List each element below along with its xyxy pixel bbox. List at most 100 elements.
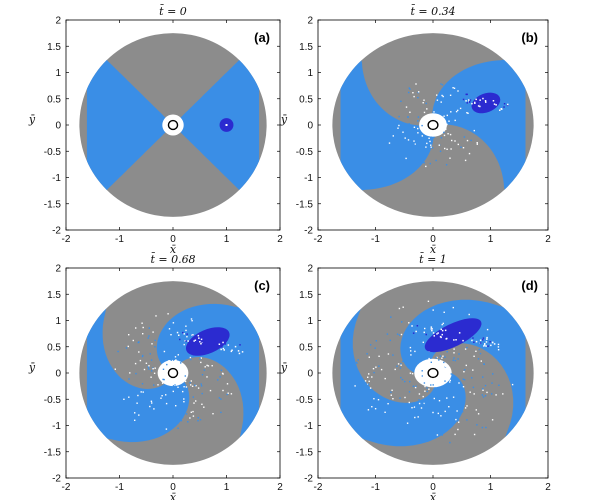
tracer-point bbox=[487, 345, 489, 347]
panel-d: -2 -1 0 1 2 2 1.5 1 0.5 0 -0.5 -1 -1.5 -2 t̄ = 1 x̄ ȳ (d) bbox=[280, 253, 551, 500]
mixing-point bbox=[143, 403, 145, 406]
x-axis-label: x̄ bbox=[170, 491, 177, 500]
mixing-point bbox=[481, 426, 484, 429]
mixing-point bbox=[161, 352, 163, 354]
tracer-point bbox=[218, 343, 221, 345]
mixing-point bbox=[142, 391, 144, 393]
mixing-point bbox=[211, 365, 213, 367]
x-axis-label: x̄ bbox=[170, 243, 177, 256]
panel-letter: (c) bbox=[254, 278, 270, 293]
mixing-point bbox=[430, 361, 432, 363]
y-tick-label: 2 bbox=[55, 264, 61, 275]
tracer-point bbox=[187, 340, 189, 342]
mixing-point bbox=[189, 417, 191, 419]
inner-hole bbox=[157, 359, 189, 387]
mixing-point bbox=[466, 419, 468, 421]
tracer-point bbox=[475, 98, 477, 101]
mixing-point bbox=[181, 348, 184, 350]
mixing-point bbox=[467, 112, 469, 114]
mixing-point bbox=[457, 428, 459, 431]
mixing-point bbox=[468, 313, 470, 316]
mixing-point bbox=[425, 102, 427, 105]
mixing-point bbox=[482, 376, 484, 378]
mixing-point bbox=[195, 355, 197, 357]
mixing-point bbox=[441, 357, 443, 359]
mixing-point bbox=[201, 403, 203, 405]
mixing-point bbox=[468, 152, 471, 155]
mixing-point bbox=[356, 362, 358, 364]
tracer-point bbox=[466, 93, 468, 96]
mixing-point bbox=[222, 389, 224, 392]
tracer-point bbox=[450, 339, 452, 341]
x-tick-label: 2 bbox=[545, 482, 551, 493]
mixing-point bbox=[200, 383, 202, 385]
mixing-point bbox=[153, 372, 156, 374]
mixing-point bbox=[142, 326, 144, 329]
mixing-point bbox=[177, 427, 179, 429]
mixing-point bbox=[411, 148, 414, 150]
y-tick-label: 0.5 bbox=[299, 342, 313, 353]
y-tick-label: 0.5 bbox=[47, 342, 61, 353]
panel-a: -2 -1 0 1 2 2 1.5 1 0.5 0 -0.5 -1 -1.5 -2 t̄ = 0 x̄ ȳ (a) bbox=[28, 5, 283, 256]
tracer-point bbox=[490, 106, 492, 108]
mixing-point bbox=[172, 322, 175, 324]
tracer-point bbox=[446, 337, 448, 340]
mixing-point bbox=[164, 407, 167, 410]
mixing-point bbox=[477, 358, 480, 360]
mixing-point bbox=[443, 311, 445, 313]
x-axis-label: x̄ bbox=[430, 491, 437, 500]
mixing-point bbox=[463, 136, 466, 138]
tracer-point bbox=[178, 334, 180, 336]
mixing-point bbox=[141, 322, 143, 324]
mixing-point bbox=[441, 434, 443, 436]
blue-sector-2 bbox=[340, 40, 434, 210]
mixing-point bbox=[127, 345, 129, 348]
mixing-point bbox=[497, 343, 500, 346]
tracer-point bbox=[499, 109, 501, 111]
tracer-point bbox=[483, 344, 486, 346]
mixing-point bbox=[150, 400, 153, 402]
panel-letter: (d) bbox=[521, 278, 538, 293]
tracer-point bbox=[490, 344, 492, 347]
tracer-point bbox=[440, 328, 442, 331]
y-tick-label: -0.5 bbox=[44, 395, 62, 406]
mixing-point bbox=[455, 110, 458, 113]
mixing-point bbox=[397, 127, 399, 129]
mixing-point bbox=[408, 87, 410, 89]
mixing-point bbox=[209, 389, 212, 392]
mixing-point bbox=[160, 356, 163, 358]
mixing-point bbox=[479, 352, 482, 355]
mixing-point bbox=[162, 368, 165, 370]
mixing-point bbox=[200, 327, 203, 329]
y-tick-label: -1 bbox=[52, 173, 61, 184]
mixing-point bbox=[428, 147, 430, 149]
mixing-point bbox=[440, 117, 442, 119]
mixing-point bbox=[190, 318, 193, 320]
y-tick-label: -0.5 bbox=[44, 147, 62, 158]
mixing-point bbox=[197, 420, 199, 422]
mixing-point bbox=[118, 401, 120, 403]
mixing-point bbox=[392, 398, 394, 400]
tracer-point bbox=[495, 104, 497, 106]
mixing-point bbox=[181, 417, 184, 419]
mixing-point bbox=[440, 415, 442, 417]
mixing-point bbox=[166, 351, 168, 353]
mixing-point bbox=[413, 140, 415, 142]
mixing-point bbox=[163, 350, 166, 353]
mixing-point bbox=[218, 397, 221, 399]
mixing-point bbox=[412, 385, 415, 387]
mixing-point bbox=[431, 147, 434, 149]
mixing-point bbox=[450, 111, 452, 113]
tracer-point bbox=[500, 108, 502, 110]
mixing-point bbox=[369, 344, 372, 346]
mixing-point bbox=[442, 355, 444, 357]
mixing-point bbox=[373, 398, 375, 400]
blue-sectors bbox=[86, 288, 260, 458]
mixing-point bbox=[436, 434, 439, 436]
mixing-point bbox=[186, 320, 188, 322]
tracer-point bbox=[503, 106, 505, 108]
mixing-point bbox=[203, 369, 206, 371]
mixing-point bbox=[492, 373, 494, 375]
mixing-point bbox=[129, 372, 131, 374]
mixing-point bbox=[142, 418, 145, 420]
